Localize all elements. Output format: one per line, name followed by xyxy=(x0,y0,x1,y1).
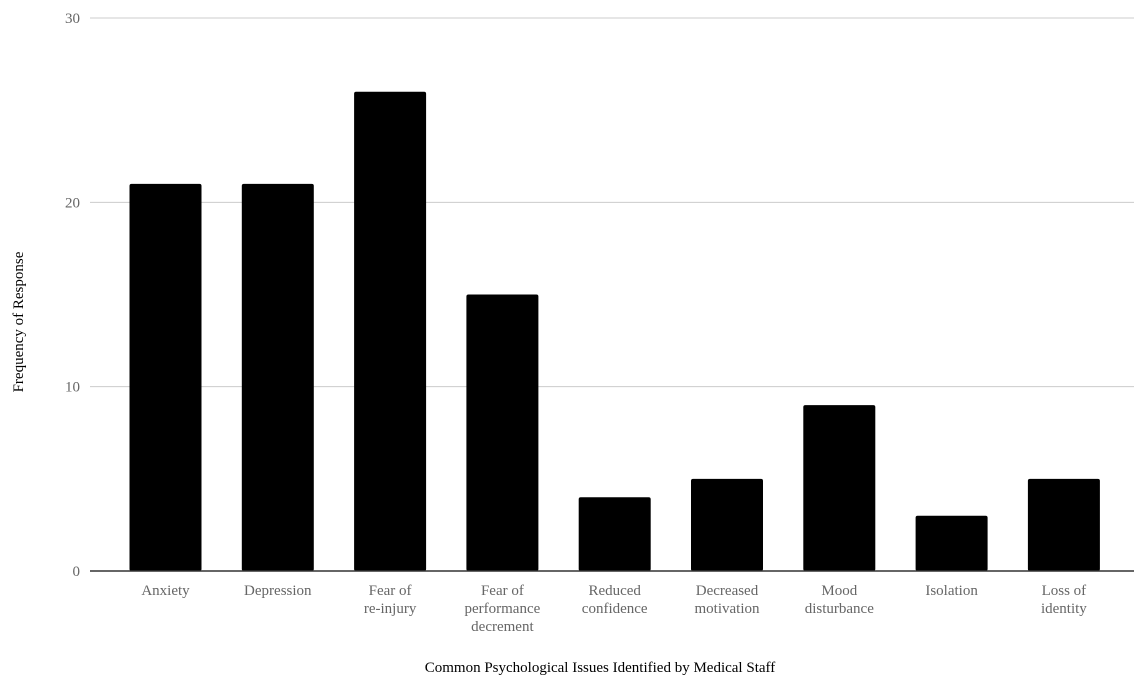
x-tick-label: Depression xyxy=(244,583,312,599)
bar xyxy=(129,183,202,571)
y-axis-tick-labels: 0 10 20 30 xyxy=(65,11,80,580)
x-tick-label-line: Decreased xyxy=(696,583,759,599)
x-tick-label: Isolation xyxy=(925,583,978,599)
x-tick-label: Reduced confidence xyxy=(582,583,648,617)
bars xyxy=(129,91,1100,571)
x-tick-label: Mood disturbance xyxy=(805,583,874,617)
bar xyxy=(1027,478,1100,571)
y-tick-label: 0 xyxy=(73,564,81,580)
bar xyxy=(803,405,876,571)
x-tick-label: Loss of identity xyxy=(1041,583,1087,617)
x-axis-title: Common Psychological Issues Identified b… xyxy=(425,660,776,676)
y-axis-title: Frequency of Response xyxy=(11,251,27,392)
x-tick-label-line: Fear of xyxy=(481,583,524,599)
x-tick-label-line: Fear of xyxy=(369,583,412,599)
x-tick-label: Anxiety xyxy=(141,583,190,599)
x-tick-label-line: motivation xyxy=(695,601,760,617)
bar xyxy=(354,91,427,571)
x-tick-label-line: decrement xyxy=(471,619,534,635)
x-tick-label: Decreased motivation xyxy=(695,583,760,617)
bar xyxy=(915,515,988,571)
x-tick-label-line: confidence xyxy=(582,601,648,617)
x-tick-label-line: Depression xyxy=(244,583,312,599)
x-tick-label-line: Reduced xyxy=(588,583,641,599)
bar xyxy=(466,294,539,571)
x-tick-label: Fear of performance decrement xyxy=(465,583,541,635)
x-tick-label-line: re-injury xyxy=(364,601,417,617)
bar xyxy=(578,497,651,571)
bar xyxy=(241,183,314,571)
y-tick-label: 30 xyxy=(65,11,80,27)
x-tick-label-line: performance xyxy=(465,601,541,617)
y-tick-label: 10 xyxy=(65,380,80,396)
x-tick-label-line: Anxiety xyxy=(141,583,190,599)
x-tick-label: Fear of re-injury xyxy=(364,583,417,617)
x-tick-label-line: Loss of xyxy=(1042,583,1087,599)
x-tick-label-line: Isolation xyxy=(925,583,978,599)
x-tick-label-line: Mood xyxy=(821,583,857,599)
bar xyxy=(691,478,763,571)
y-tick-label: 20 xyxy=(65,195,80,211)
x-tick-label-line: identity xyxy=(1041,601,1087,617)
x-tick-label-line: disturbance xyxy=(805,601,874,617)
